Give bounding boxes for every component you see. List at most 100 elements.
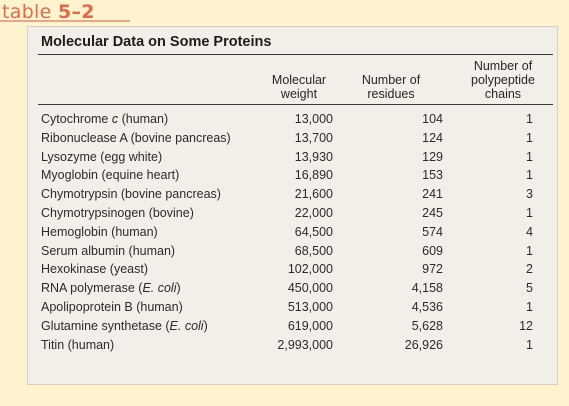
column-header-line: weight — [280, 87, 318, 101]
chains-cell: 1 — [526, 112, 533, 126]
protein-name: Cytochrome c (human) — [41, 110, 168, 129]
residues-cell: 26,926 — [404, 337, 443, 352]
protein-name-italic: c — [111, 112, 119, 126]
residues-cell: 241 — [422, 187, 443, 202]
table-row: Hemoglobin (human) 64,500 574 4 — [28, 223, 559, 242]
protein-name: Glutamine synthetase (E. coli) — [41, 317, 208, 336]
molecular-weight-cell: 513,000 — [287, 300, 333, 314]
chains-cell: 1 — [526, 300, 533, 314]
residues-cell: 153 — [422, 168, 443, 183]
protein-name-text: Chymotrypsinogen (bovine) — [41, 206, 194, 220]
chains-cell: 5 — [526, 281, 533, 296]
column-header-molecular-weight: Molecular weight — [254, 73, 344, 101]
residues-cell: 609 — [422, 243, 443, 258]
protein-name: Lysozyme (egg white) — [41, 148, 162, 167]
title-divider — [38, 54, 553, 55]
table-label-underline — [0, 20, 130, 22]
protein-name: Chymotrypsinogen (bovine) — [41, 204, 194, 223]
table-row: Apolipoprotein B (human) 513,000 4,536 1 — [28, 298, 559, 317]
column-header-chains: Number of polypeptide chains — [453, 59, 553, 101]
residues-cell: 104 — [422, 112, 443, 126]
table-row: Chymotrypsinogen (bovine) 22,000 245 1 — [28, 204, 559, 223]
protein-name: RNA polymerase (E. coli) — [41, 279, 181, 298]
residues-cell: 574 — [422, 224, 443, 239]
residues-cell: 4,536 — [411, 300, 443, 314]
protein-name-text: Myoglobin (equine heart) — [41, 168, 180, 183]
residues-cell: 129 — [422, 149, 443, 164]
chains-cell: 1 — [526, 337, 533, 352]
residues-cell: 124 — [422, 130, 443, 145]
protein-name-tail: ) — [203, 318, 208, 333]
molecular-weight-cell: 13,930 — [294, 149, 333, 164]
protein-name: Serum albumin (human) — [41, 242, 175, 261]
table-row: RNA polymerase (E. coli) 450,000 4,158 5 — [28, 279, 559, 298]
protein-name-text: RNA polymerase ( — [41, 281, 143, 296]
protein-name-text: Glutamine synthetase ( — [41, 318, 170, 333]
table-row: Serum albumin (human) 68,500 609 1 — [28, 242, 559, 261]
chains-cell: 12 — [519, 318, 533, 333]
table-label-prefix: table — [2, 1, 52, 23]
table-row: Cytochrome c (human) 13,000 104 1 — [28, 110, 559, 129]
protein-name-text: Serum albumin (human) — [41, 243, 176, 258]
molecular-weight-cell: 619,000 — [287, 318, 333, 333]
table-label: table 5–2 — [2, 0, 95, 24]
protein-name-tail: (human) — [118, 112, 169, 126]
chains-cell: 1 — [526, 149, 533, 164]
column-header-line: polypeptide — [471, 73, 535, 87]
column-header-line: Molecular — [271, 73, 327, 87]
chains-cell: 1 — [526, 206, 533, 220]
molecular-weight-cell: 68,500 — [294, 243, 333, 258]
protein-name-text: Hemoglobin (human) — [41, 224, 158, 239]
residues-cell: 972 — [422, 262, 443, 277]
table-row: Chymotrypsin (bovine pancreas) 21,600 241 3 — [28, 185, 559, 204]
chains-cell: 4 — [526, 224, 533, 239]
molecular-weight-cell: 102,000 — [287, 262, 333, 277]
column-header-line: residues — [367, 87, 415, 101]
table-label-number: 5–2 — [57, 1, 95, 23]
molecular-weight-cell: 22,000 — [294, 206, 333, 220]
chains-cell: 3 — [526, 187, 533, 202]
molecular-weight-cell: 13,000 — [294, 112, 333, 126]
molecular-weight-cell: 13,700 — [294, 130, 333, 145]
column-header-residues: Number of residues — [346, 73, 436, 101]
chains-cell: 1 — [526, 168, 533, 183]
table-row: Glutamine synthetase (E. coli) 619,000 5,6… — [28, 317, 559, 336]
protein-name-text: Chymotrypsin (bovine pancreas) — [41, 187, 221, 202]
protein-name: Hexokinase (yeast) — [41, 260, 148, 279]
protein-name-italic: E. coli — [169, 318, 204, 333]
column-header-line: Number of — [473, 59, 533, 73]
protein-name-text: Ribonuclease A (bovine pancreas) — [41, 130, 231, 145]
table-row: Lysozyme (egg white) 13,930 129 1 — [28, 148, 559, 167]
data-table-panel: Molecular Data on Some Proteins Molecula… — [27, 26, 558, 385]
chains-cell: 2 — [526, 262, 533, 277]
table-row: Ribonuclease A (bovine pancreas) 13,700 12… — [28, 129, 559, 148]
protein-name-text: Hexokinase (yeast) — [41, 262, 148, 277]
table-row: Titin (human) 2,993,000 26,926 1 — [28, 336, 559, 355]
column-header-line: chains — [484, 87, 522, 101]
protein-name-tail: ) — [176, 281, 181, 296]
protein-name: Ribonuclease A (bovine pancreas) — [41, 129, 231, 148]
protein-name: Chymotrypsin (bovine pancreas) — [41, 185, 221, 204]
protein-name: Titin (human) — [41, 336, 114, 355]
protein-name-text: Lysozyme (egg white) — [41, 149, 163, 164]
molecular-weight-cell: 450,000 — [287, 281, 333, 296]
chains-cell: 1 — [526, 243, 533, 258]
residues-cell: 5,628 — [411, 318, 443, 333]
table-row: Hexokinase (yeast) 102,000 972 2 — [28, 260, 559, 279]
protein-name: Hemoglobin (human) — [41, 223, 158, 242]
molecular-weight-cell: 16,890 — [294, 168, 333, 183]
molecular-weight-cell: 21,600 — [294, 187, 333, 202]
protein-name: Apolipoprotein B (human) — [41, 298, 183, 317]
header-divider — [38, 104, 553, 105]
table-row: Myoglobin (equine heart) 16,890 153 1 — [28, 166, 559, 185]
protein-name-text: Titin (human) — [41, 337, 115, 352]
residues-cell: 245 — [422, 206, 443, 220]
protein-name-text: Cytochrome — [41, 112, 112, 126]
protein-name-italic: E. coli — [142, 281, 177, 296]
chains-cell: 1 — [526, 130, 533, 145]
column-header-line: Number of — [361, 73, 421, 87]
molecular-weight-cell: 64,500 — [294, 224, 333, 239]
protein-name-text: Apolipoprotein B (human) — [41, 300, 183, 314]
protein-name: Myoglobin (equine heart) — [41, 166, 179, 185]
residues-cell: 4,158 — [411, 281, 443, 296]
